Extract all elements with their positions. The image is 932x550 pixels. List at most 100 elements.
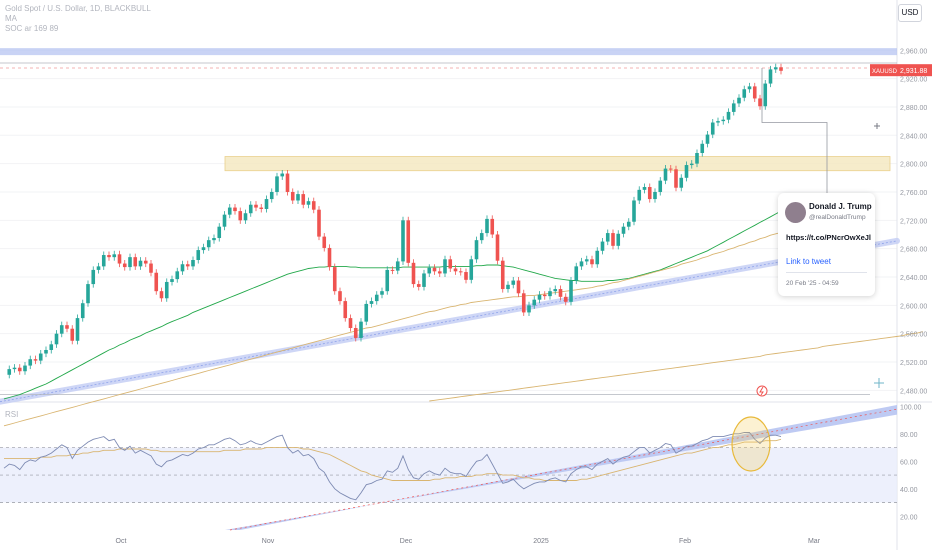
candle-body bbox=[248, 204, 253, 214]
candle-body bbox=[275, 176, 279, 192]
candle-body bbox=[65, 325, 69, 329]
candle-body bbox=[353, 328, 358, 338]
candle-body bbox=[33, 359, 38, 361]
candle-body bbox=[485, 218, 489, 234]
avatar bbox=[785, 202, 806, 223]
candle-body bbox=[206, 240, 211, 248]
candle-body bbox=[611, 233, 615, 246]
candle-body bbox=[532, 299, 537, 306]
candle-body bbox=[117, 254, 122, 264]
candle-body bbox=[233, 207, 237, 212]
candle-body bbox=[7, 369, 12, 375]
candle-body bbox=[49, 344, 54, 350]
tweet-divider bbox=[786, 272, 867, 273]
candle-body bbox=[201, 247, 206, 251]
candle-body bbox=[731, 103, 736, 112]
candle-body bbox=[689, 163, 694, 166]
candle-body bbox=[269, 191, 274, 200]
price-tick-label: 2,600.00 bbox=[900, 303, 927, 310]
candle-body bbox=[710, 122, 715, 135]
candle-body bbox=[395, 261, 400, 271]
candle-body bbox=[17, 367, 22, 372]
candle-body bbox=[600, 241, 605, 251]
candle-body bbox=[705, 134, 710, 144]
candle-body bbox=[632, 200, 636, 222]
crosshair-icon bbox=[874, 123, 880, 129]
symbol-tag bbox=[870, 64, 897, 77]
candle-body bbox=[616, 233, 621, 246]
candle-body bbox=[679, 177, 684, 188]
indicator-label-extra: SOC ar 169 89 bbox=[5, 24, 59, 33]
candle-body bbox=[306, 201, 311, 205]
tweet-card[interactable]: Donald J. Trump @realDonaldTrump https:/… bbox=[778, 193, 875, 296]
candle-body bbox=[212, 238, 216, 241]
candle-body bbox=[217, 226, 222, 239]
candle-body bbox=[621, 226, 626, 234]
candle-body bbox=[458, 271, 463, 273]
candle-body bbox=[495, 234, 500, 261]
candle-body bbox=[716, 121, 720, 123]
crosshair-icon-low bbox=[874, 378, 884, 388]
candle-body bbox=[668, 168, 673, 170]
candle-body bbox=[521, 293, 526, 313]
candle-body bbox=[626, 221, 631, 227]
price-tick-label: 2,800.00 bbox=[900, 162, 927, 169]
candle-body bbox=[490, 218, 495, 235]
candle-body bbox=[537, 294, 542, 300]
candle-body bbox=[443, 259, 447, 274]
candle-body bbox=[196, 250, 201, 260]
candle-body bbox=[290, 191, 295, 201]
candle-body bbox=[70, 328, 75, 341]
candle-body bbox=[101, 255, 106, 267]
candle-body bbox=[243, 213, 248, 221]
candle-body bbox=[579, 261, 584, 267]
rsi-ma-line bbox=[4, 438, 782, 481]
candle-body bbox=[437, 271, 442, 274]
candle-body bbox=[133, 257, 138, 267]
flash-icon-bolt bbox=[759, 386, 764, 396]
candle-body bbox=[338, 291, 342, 302]
candle-body bbox=[674, 169, 678, 188]
candle-body bbox=[721, 119, 726, 122]
candle-body bbox=[584, 259, 589, 262]
candle-body bbox=[663, 168, 668, 181]
candle-body bbox=[737, 97, 741, 104]
candle-body bbox=[311, 201, 316, 210]
price-tick-label: 2,480.00 bbox=[900, 388, 927, 395]
candle-body bbox=[91, 269, 96, 285]
chart-title: Gold Spot / U.S. Dollar, 1D, BLACKBULL bbox=[5, 4, 151, 13]
currency-button[interactable]: USD bbox=[898, 4, 922, 22]
price-tick-label: 2,520.00 bbox=[900, 360, 927, 367]
candle-body bbox=[448, 259, 453, 269]
price-tick-label: 2,640.00 bbox=[900, 275, 927, 282]
candle-body bbox=[254, 204, 258, 208]
candle-body bbox=[348, 318, 353, 329]
candle-body bbox=[464, 272, 468, 280]
x-tick-label: Oct bbox=[116, 538, 127, 545]
candle-body bbox=[75, 318, 80, 341]
candle-body bbox=[332, 267, 337, 292]
ma-slow-line bbox=[3, 231, 782, 427]
rsi-line bbox=[3, 432, 782, 501]
supply-zone bbox=[224, 156, 891, 172]
price-tick-label: 2,720.00 bbox=[900, 218, 927, 225]
candle-body bbox=[558, 289, 563, 297]
tweet-link-text[interactable]: https://t.co/PNcrOwXeJl bbox=[786, 233, 872, 242]
candle-body bbox=[154, 272, 159, 292]
candle-body bbox=[758, 98, 762, 107]
rsi-tick-label: 60.00 bbox=[900, 459, 918, 466]
candle-body bbox=[238, 211, 243, 221]
resistance-band bbox=[0, 48, 897, 56]
candle-body bbox=[653, 191, 657, 200]
candle-body bbox=[138, 260, 143, 267]
candle-body bbox=[128, 257, 132, 268]
candle-body bbox=[553, 289, 558, 292]
candle-body bbox=[191, 259, 195, 267]
link-to-tweet[interactable]: Link to tweet bbox=[786, 257, 831, 266]
candle-body bbox=[38, 353, 43, 361]
candle-body bbox=[364, 303, 369, 322]
price-tick-label: 2,960.00 bbox=[900, 48, 927, 55]
candle-body bbox=[359, 321, 363, 338]
candle-body bbox=[59, 325, 64, 334]
